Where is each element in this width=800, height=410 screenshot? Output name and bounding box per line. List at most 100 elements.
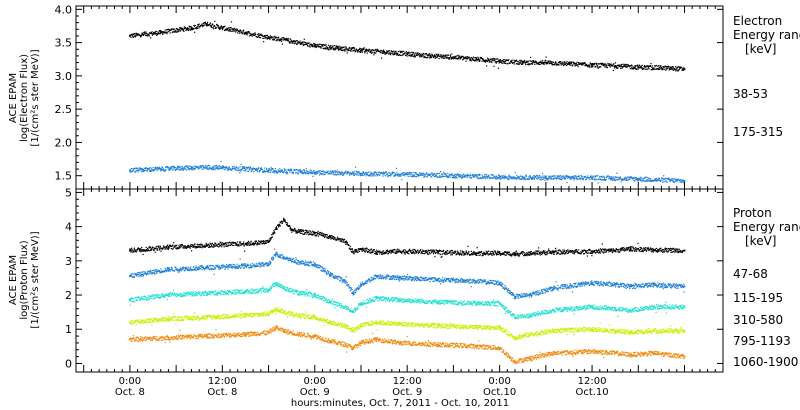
electron-series-1-sample <box>675 70 677 72</box>
electron-series-2-sample <box>508 175 511 177</box>
electron-series-1-sample <box>561 62 563 64</box>
electron-series-1-sample <box>394 52 396 54</box>
electron-series-2-sample <box>495 178 497 180</box>
proton-series-1-sample <box>462 252 464 254</box>
proton-series-1-sample <box>178 245 180 247</box>
electron-series-2-sample <box>592 176 594 178</box>
electron-series-1-sample <box>402 53 404 55</box>
electron-series-2-sample <box>544 179 546 181</box>
electron-series-1-sample <box>445 57 447 59</box>
electron-series-2-sample <box>640 180 643 182</box>
proton-series-1-sample <box>284 219 286 221</box>
electron-series-2-sample <box>362 171 364 173</box>
electron-series-1-sample <box>255 33 257 36</box>
electron-series-2-sample <box>673 178 675 180</box>
electron-series-2-sample <box>396 175 399 177</box>
electron-series-2-sample <box>462 175 464 177</box>
proton-series-1-sample <box>445 251 447 253</box>
electron-series-2-sample <box>275 170 277 172</box>
electron-series-2-sample <box>610 179 612 181</box>
electron-series-2-sample <box>642 178 644 180</box>
proton-series-1-sample <box>221 246 223 248</box>
electron-series-1-sample <box>344 48 347 50</box>
proton-series-1-sample <box>194 246 196 248</box>
electron-series-1-sample <box>567 63 569 65</box>
proton-series-1-sample <box>582 250 584 252</box>
electron-series-1-sample <box>658 68 660 70</box>
proton-series-1-sample <box>430 249 432 251</box>
electron-series-2-sample <box>451 173 453 175</box>
electron-series-2-sample <box>157 166 159 168</box>
proton-series-1-sample <box>199 245 201 247</box>
electron-series-1-sample <box>212 23 214 25</box>
electron-series-2-sample <box>494 176 496 178</box>
proton-series-1-sample <box>223 246 225 248</box>
electron-series-1-sample <box>201 24 203 26</box>
electron-series-1-sample <box>509 62 511 64</box>
proton-series-1-sample <box>604 248 606 250</box>
electron-series-2-sample <box>477 176 479 178</box>
electron-series-2-sample <box>326 171 329 173</box>
electron-series-2-sample <box>225 167 227 169</box>
proton-series-1-sample <box>158 247 160 249</box>
electron-series-1-sample <box>635 67 637 70</box>
proton-series-1-sample <box>597 252 600 254</box>
proton-series-1-sample <box>483 253 486 255</box>
proton-series-1-sample <box>270 238 272 240</box>
electron-series-2-sample <box>278 170 280 172</box>
electron-series-1-sample <box>311 45 313 47</box>
electron-series-2-sample <box>542 175 544 177</box>
electron-series-2-sample <box>384 171 386 173</box>
electron-series-1-sample <box>335 48 337 50</box>
proton-series-1-sample <box>229 241 231 244</box>
electron-series-2-sample <box>172 167 174 169</box>
electron-series-2-sample <box>383 173 385 175</box>
proton-series-1-sample <box>481 255 483 257</box>
electron-series-2-sample <box>339 174 341 176</box>
proton-series-1-sample <box>348 244 350 246</box>
electron-series-1-sample <box>234 28 236 31</box>
electron-series-2-sample <box>420 173 422 175</box>
electron-series-1-sample <box>184 28 186 30</box>
proton-series-1-sample <box>257 242 259 244</box>
electron-series-2-sample <box>148 167 150 169</box>
electron-series-2-sample <box>461 177 463 179</box>
proton-series-1-sample <box>246 242 248 244</box>
proton-series-1-sample <box>301 232 303 234</box>
electron-series-1-sample <box>316 46 318 48</box>
proton-series-1-sample <box>130 251 132 253</box>
electron-series-1-sample <box>140 35 142 37</box>
electron-series-1-sample <box>374 49 376 51</box>
electron-series-1-sample <box>554 62 556 64</box>
electron-series-1-sample <box>570 61 572 63</box>
electron-series-1-sample <box>261 34 263 36</box>
electron-series-2-sample <box>184 168 186 170</box>
electron-series-2-sample <box>349 174 351 176</box>
proton-series-1-sample <box>229 244 231 246</box>
electron-series-1-sample <box>458 55 460 57</box>
electron-series-2-sample <box>338 173 340 175</box>
electron-series-1-sample <box>350 48 352 50</box>
electron-series-2-sample <box>366 173 368 176</box>
electron-series-1-sample <box>408 54 410 56</box>
electron-series-2-sample <box>280 169 282 171</box>
electron-series-2-sample <box>542 178 544 180</box>
electron-series-1-sample <box>487 60 489 62</box>
proton-series-1-sample <box>248 242 250 244</box>
proton-series-1-sample <box>598 250 600 252</box>
electron-series-2-sample <box>273 171 275 173</box>
electron-series-1-sample <box>434 55 436 57</box>
proton-series-1-sample <box>443 249 445 251</box>
electron-series-2-sample <box>657 179 659 181</box>
proton-series-1-sample <box>470 250 472 252</box>
electron-series-1-sample <box>370 51 372 54</box>
electron-series-1-sample <box>662 68 664 70</box>
proton-series-1-sample <box>259 243 261 245</box>
electron-series-2-sample <box>221 165 224 167</box>
electron-series-1-sample <box>187 29 190 31</box>
electron-series-1-sample <box>467 57 469 59</box>
electron-series-1-sample <box>547 60 549 62</box>
electron-series-2-sample <box>572 176 574 178</box>
proton-series-1-sample <box>644 248 646 250</box>
proton-series-1-sample <box>295 230 297 232</box>
